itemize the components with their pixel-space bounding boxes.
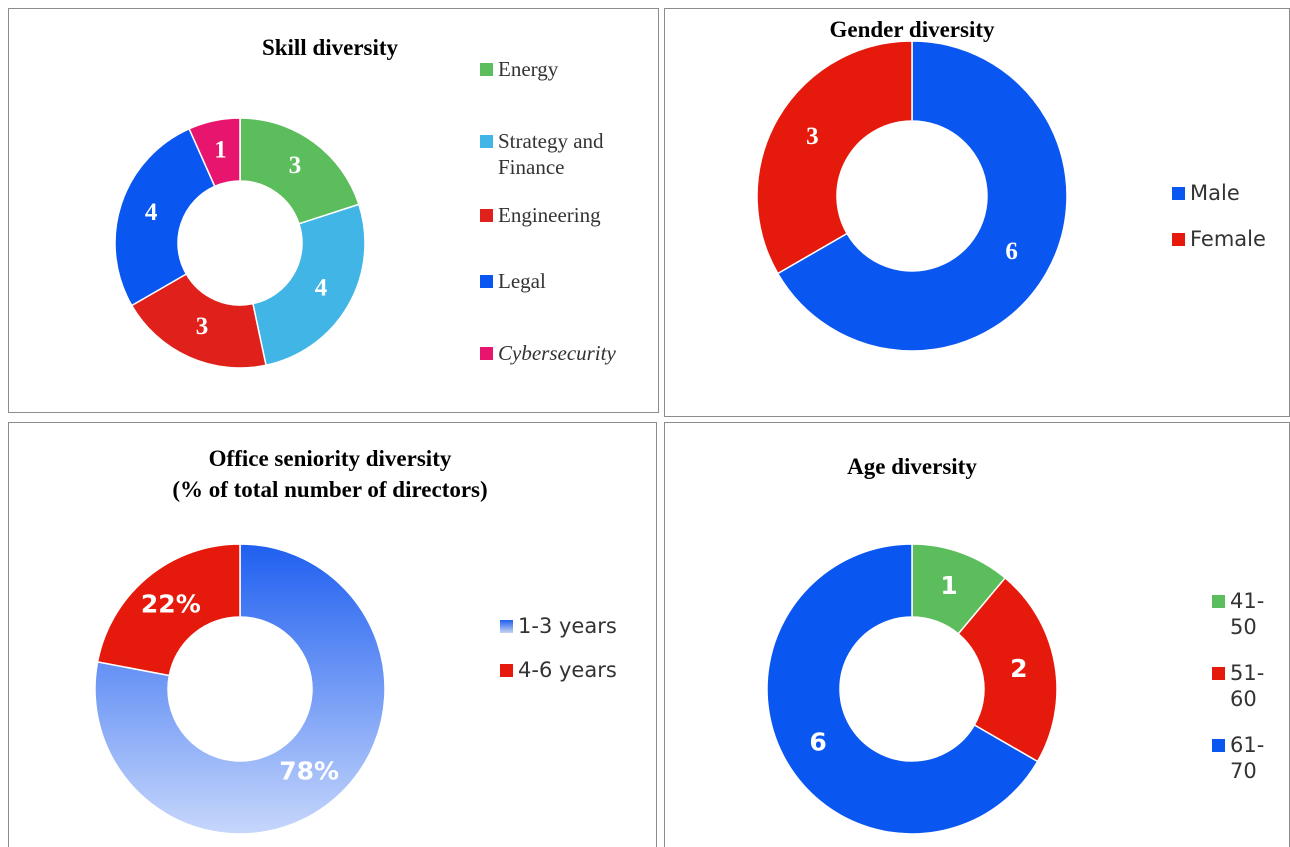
chart-title: Skill diversity xyxy=(262,35,399,60)
data-label: 1 xyxy=(214,136,227,163)
legend-swatch xyxy=(500,664,513,677)
data-label: 3 xyxy=(806,123,819,150)
legend-label: Female xyxy=(1190,227,1266,251)
legend: 1-3 years 4-6 years xyxy=(500,613,617,683)
legend-item: 4-6 years xyxy=(500,657,617,683)
legend-swatch xyxy=(480,347,493,360)
panel xyxy=(8,422,657,847)
legend-item: Strategy and Finance xyxy=(480,128,640,180)
chart-title: Age diversity xyxy=(847,454,977,479)
legend-label: Energy xyxy=(498,57,559,81)
legend-swatch xyxy=(1212,667,1225,680)
donut-slice xyxy=(756,40,913,275)
legend-item: Female xyxy=(1172,226,1266,252)
data-label: 4 xyxy=(315,274,328,301)
legend-item: Cybersecurity xyxy=(480,340,640,366)
legend-swatch xyxy=(1172,233,1185,246)
legend-label: Cybersecurity xyxy=(498,341,616,365)
data-label: 22% xyxy=(141,589,201,618)
legend-label: 41-50 xyxy=(1230,589,1265,639)
legend-label: 61-70 xyxy=(1230,733,1265,783)
legend-label: Strategy and Finance xyxy=(498,129,604,179)
legend-item: Energy xyxy=(480,56,640,82)
chart-subtitle: (% of total number of directors) xyxy=(172,477,487,502)
legend-item: 61-70 xyxy=(1212,732,1290,784)
legend: Male Female xyxy=(1172,180,1266,252)
legend-item: Legal xyxy=(480,268,640,294)
legend-swatch xyxy=(480,275,493,288)
legend-label: 51-60 xyxy=(1230,661,1265,711)
donut-slice xyxy=(239,117,360,225)
data-label: 2 xyxy=(1010,654,1027,683)
legend-label: 1-3 years xyxy=(518,614,617,638)
legend-label: 4-6 years xyxy=(518,658,617,682)
donut-slice xyxy=(94,543,386,835)
legend-label: Legal xyxy=(498,269,546,293)
legend-swatch xyxy=(500,620,513,633)
legend-swatch xyxy=(480,135,493,148)
data-label: 3 xyxy=(289,152,302,179)
data-label: 6 xyxy=(1005,238,1018,265)
data-label: 6 xyxy=(809,727,826,756)
legend-label: Engineering xyxy=(498,203,601,227)
donut-slice xyxy=(96,543,241,677)
donut-slice xyxy=(766,543,1039,835)
data-label: 4 xyxy=(145,199,158,226)
legend-swatch xyxy=(480,63,493,76)
data-label: 1 xyxy=(940,571,957,600)
donut-slice xyxy=(130,272,267,369)
legend-swatch xyxy=(480,209,493,222)
donut-slice xyxy=(957,576,1058,763)
donut-slice xyxy=(252,203,366,367)
data-label: 78% xyxy=(279,757,339,786)
legend-item: 41-50 xyxy=(1212,588,1290,640)
legend: Energy Strategy and Finance Engineering Leg… xyxy=(480,56,640,366)
legend-item: 51-60 xyxy=(1212,660,1290,712)
legend-swatch xyxy=(1212,595,1225,608)
panel xyxy=(8,8,659,413)
legend-item: Male xyxy=(1172,180,1266,206)
legend-label: Male xyxy=(1190,181,1240,205)
legend-item: Engineering xyxy=(480,202,640,228)
chart-title: Gender diversity xyxy=(829,17,995,42)
donut-slice xyxy=(114,127,216,307)
legend-swatch xyxy=(1172,187,1185,200)
donut-slice xyxy=(188,117,241,188)
legend-swatch xyxy=(1212,739,1225,752)
legend: 41-50 51-60 61-70 xyxy=(1212,588,1290,784)
donut-slice xyxy=(776,40,1068,352)
chart-title: Office seniority diversity xyxy=(209,446,452,471)
legend-item: 1-3 years xyxy=(500,613,617,639)
data-label: 3 xyxy=(196,313,209,340)
